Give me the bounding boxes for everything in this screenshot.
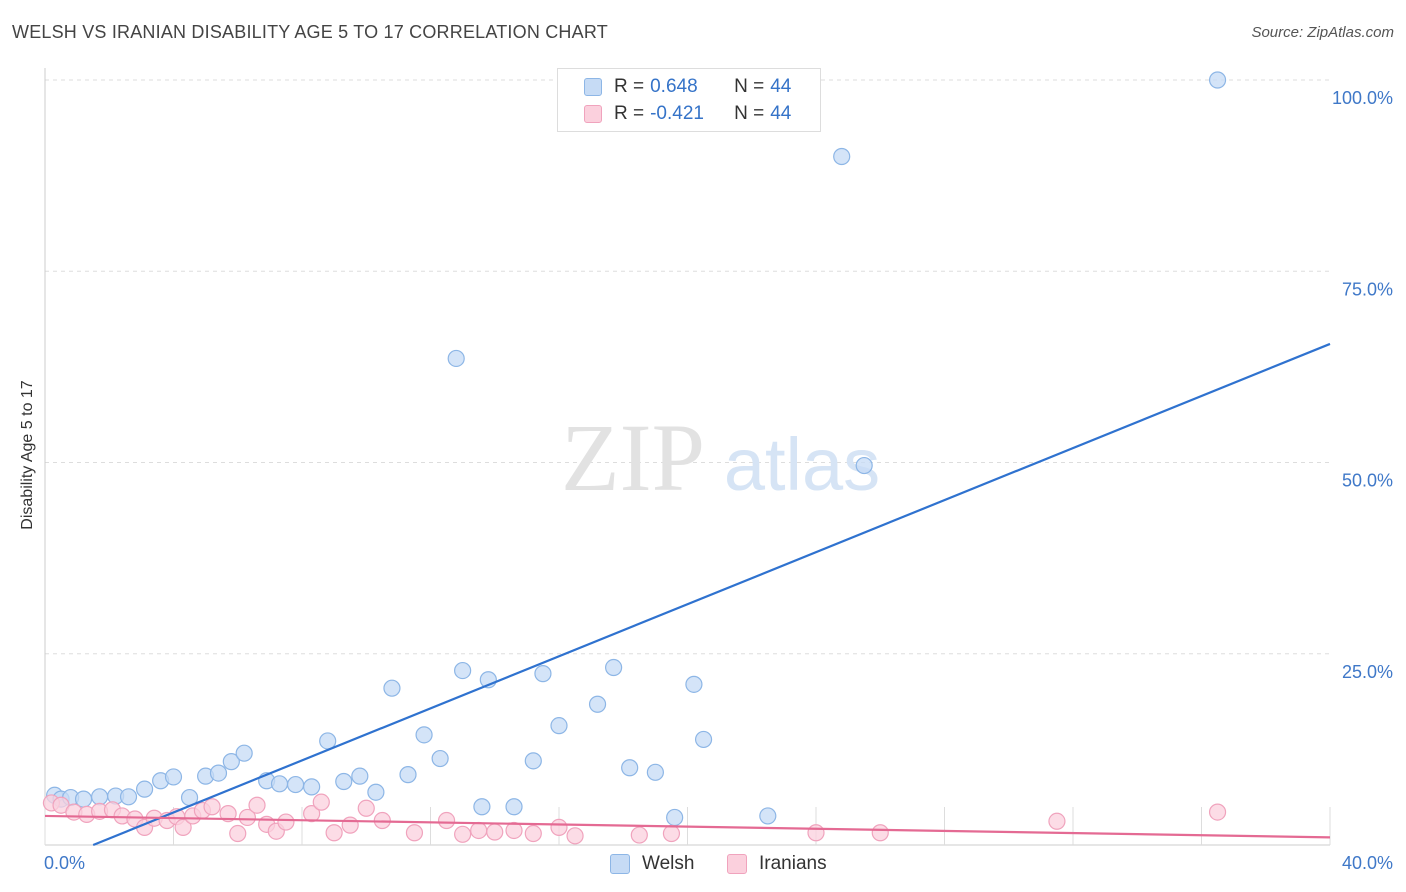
iranians-point: [550, 818, 568, 837]
welsh-point: [473, 798, 491, 816]
iranians-point: [238, 808, 256, 827]
iranians-point: [312, 793, 330, 811]
watermark-zip: ZIP: [561, 404, 705, 511]
iranians-point: [807, 824, 825, 842]
iranians-point: [524, 824, 542, 843]
y-tick-label: 50.0%: [1342, 471, 1393, 491]
y-tick-label: 100.0%: [1332, 88, 1393, 108]
welsh-point: [209, 764, 228, 782]
watermark-atlas: atlas: [724, 423, 880, 506]
iranians-point: [454, 825, 472, 843]
welsh-point: [646, 763, 664, 781]
welsh-point: [399, 766, 417, 784]
welsh-point: [1208, 71, 1227, 89]
n-value: 44: [770, 76, 792, 97]
welsh-point: [454, 661, 472, 680]
n-value: 44: [770, 103, 792, 124]
welsh-point: [505, 798, 523, 816]
welsh-point: [685, 675, 703, 693]
r-label: R =: [614, 103, 645, 124]
series-legend: Welsh Iranians: [0, 851, 1406, 877]
welsh-point: [759, 807, 777, 825]
iranians-trendline: [44, 814, 1331, 839]
iranians-point: [1208, 803, 1227, 821]
iranians-point: [630, 826, 648, 844]
welsh-swatch: [584, 78, 602, 96]
chart-title: WELSH VS IRANIAN DISABILITY AGE 5 TO 17 …: [12, 22, 608, 42]
welsh-point: [694, 730, 713, 749]
correlation-legend: R = 0.648 N = 44 R = -0.421 N = 44: [557, 68, 821, 132]
source-label: Source: ZipAtlas.com: [1251, 24, 1394, 41]
welsh-point: [855, 456, 873, 475]
iranians-point: [486, 823, 504, 841]
iranians-point: [357, 799, 375, 817]
welsh-point: [235, 744, 253, 762]
welsh-point: [286, 775, 305, 794]
x-tick-label: 0.0%: [44, 853, 85, 873]
welsh-trendline: [92, 342, 1331, 847]
iranians-point: [662, 824, 681, 843]
welsh-point: [135, 780, 154, 798]
welsh-point: [164, 768, 183, 786]
iranians-point: [229, 824, 247, 843]
legend-item-iranians: Iranians: [727, 853, 827, 875]
iranians-point: [219, 805, 237, 823]
legend-item-welsh: Welsh: [610, 853, 694, 875]
x-tick-label: 40.0%: [1342, 853, 1393, 873]
iranians-point: [405, 824, 424, 842]
legend-label: Iranians: [759, 853, 827, 874]
iranians-swatch: [584, 105, 602, 123]
welsh-point: [431, 749, 449, 768]
welsh-point: [367, 783, 385, 801]
y-tick-label: 75.0%: [1342, 279, 1393, 299]
trendlines: [44, 342, 1331, 847]
welsh-swatch: [610, 854, 630, 874]
watermark: ZIP atlas: [561, 404, 880, 511]
iranians-point: [470, 821, 488, 840]
welsh-point: [447, 349, 465, 368]
iranians-point: [325, 824, 343, 842]
iranians-point: [203, 798, 221, 816]
welsh-point: [91, 788, 109, 806]
iranians-point: [505, 821, 523, 840]
welsh-point: [222, 753, 240, 771]
r-label: R =: [614, 76, 645, 97]
iranians-point: [174, 818, 192, 837]
welsh-point: [351, 767, 369, 785]
iranians-point: [437, 811, 456, 830]
iranians-point: [566, 827, 584, 845]
legend-label: Welsh: [642, 853, 695, 874]
n-label: N =: [734, 103, 765, 124]
welsh-point: [119, 788, 138, 806]
welsh-point: [605, 658, 623, 677]
welsh-point: [335, 772, 353, 791]
welsh-point: [833, 147, 851, 166]
welsh-point: [550, 717, 568, 735]
iranians-point: [303, 805, 321, 823]
welsh-point: [621, 759, 639, 777]
iranians-point: [871, 824, 889, 842]
y-tick-label: 25.0%: [1342, 662, 1393, 682]
tick-labels: 25.0% 50.0% 75.0% 100.0% 0.0% 40.0%: [44, 88, 1393, 873]
r-value: -0.421: [650, 103, 704, 124]
iranians-point: [341, 816, 359, 834]
welsh-point: [270, 775, 289, 793]
welsh-point: [383, 679, 401, 697]
welsh-point: [534, 665, 552, 683]
welsh-point: [666, 808, 684, 827]
legend-row-iranians: R = -0.421 N = 44: [584, 102, 791, 126]
iranians-swatch: [727, 854, 747, 874]
r-value: 0.648: [650, 76, 698, 97]
iranians-point: [277, 813, 295, 831]
iranians-point: [1048, 812, 1066, 830]
legend-row-welsh: R = 0.648 N = 44: [584, 75, 791, 99]
grid-lines: [45, 79, 1330, 655]
n-label: N =: [734, 76, 765, 97]
welsh-point: [588, 695, 607, 713]
welsh-point: [303, 778, 321, 796]
welsh-point: [415, 726, 433, 744]
welsh-point: [524, 752, 542, 770]
iranians-point: [248, 796, 266, 814]
